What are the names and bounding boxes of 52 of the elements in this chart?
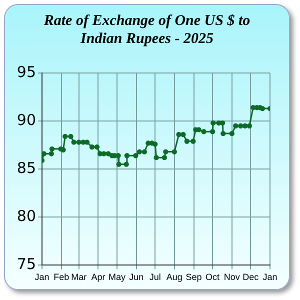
point (142, 149, 148, 154)
point (162, 154, 168, 160)
point (106, 151, 111, 156)
y-tick-label: 90 (16, 110, 36, 129)
point (238, 123, 244, 128)
point (94, 144, 100, 150)
point (89, 144, 95, 150)
point (172, 149, 178, 154)
point (136, 149, 142, 154)
y-tick-label: 95 (16, 62, 36, 81)
x-tick-label: Nov (224, 272, 240, 282)
point (190, 138, 196, 144)
point (242, 123, 248, 128)
point (116, 162, 122, 167)
point (124, 162, 129, 167)
point (220, 130, 226, 136)
point (233, 123, 238, 128)
x-tick-label: Jun (129, 272, 144, 282)
x-tick-label: Apr (91, 272, 106, 282)
point (246, 123, 252, 128)
point (42, 151, 46, 156)
x-tick-label: Feb (54, 272, 70, 282)
x-tick-label: Jan (34, 272, 50, 282)
point (229, 130, 234, 136)
chart-title: Rate of Exchange of One US $ to Indian Rupees - 2025 (42, 12, 252, 48)
x-tick-label: Aug (166, 272, 182, 282)
point (116, 153, 121, 158)
point (124, 153, 130, 158)
x-tick-label: May (108, 272, 126, 282)
x-tick-label: Sep (186, 272, 202, 282)
x-tick-label: Oct (206, 272, 220, 282)
point (68, 134, 74, 140)
point (201, 129, 206, 134)
point (71, 140, 76, 145)
point (49, 146, 55, 152)
point (184, 138, 190, 144)
point (62, 134, 68, 140)
y-tick-label: 75 (16, 255, 36, 274)
point (180, 132, 186, 138)
x-tick-label: Mar (71, 272, 87, 282)
x-tick-label: Dec (242, 272, 260, 282)
point (48, 151, 54, 156)
point (133, 153, 138, 158)
x-tick-label: Jul (149, 272, 161, 282)
point (163, 149, 168, 154)
y-tick-label: 85 (16, 158, 36, 177)
y-tick-label: 80 (16, 207, 36, 226)
point (154, 154, 159, 160)
point (60, 147, 66, 152)
point (210, 129, 216, 134)
x-tick-label: Jan (262, 272, 278, 282)
point (210, 120, 216, 126)
